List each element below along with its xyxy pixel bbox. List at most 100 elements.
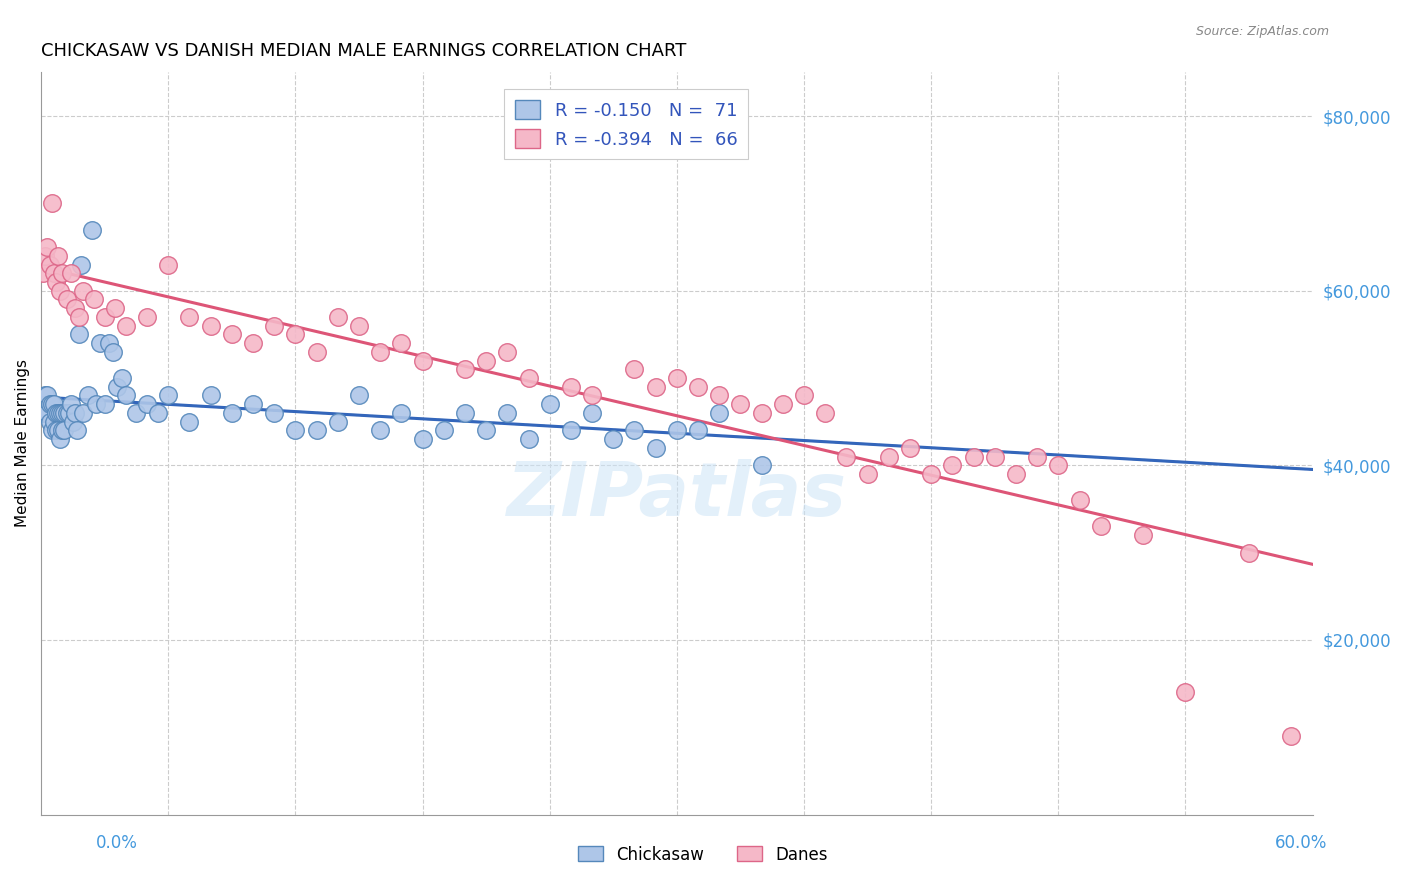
Point: [709, 406, 731, 420]
Point: [581, 406, 603, 420]
Point: [46, 424, 69, 438]
Point: [475, 424, 498, 438]
Point: [1281, 729, 1303, 743]
Point: [55, 293, 77, 307]
Point: [72, 284, 94, 298]
Point: [46, 406, 69, 420]
Point: [111, 371, 134, 385]
Point: [1237, 546, 1260, 560]
Point: [157, 258, 180, 272]
Point: [686, 424, 709, 438]
Point: [45, 406, 67, 420]
Point: [76, 388, 98, 402]
Point: [941, 458, 963, 473]
Point: [263, 318, 285, 333]
Point: [38, 258, 60, 272]
Point: [49, 406, 72, 420]
Point: [49, 284, 72, 298]
Point: [793, 388, 815, 402]
Point: [66, 424, 89, 438]
Point: [67, 310, 90, 324]
Text: 60.0%: 60.0%: [1275, 834, 1327, 852]
Point: [242, 397, 264, 411]
Point: [38, 415, 60, 429]
Point: [1005, 467, 1028, 481]
Point: [496, 406, 519, 420]
Point: [475, 353, 498, 368]
Point: [305, 424, 328, 438]
Point: [42, 266, 65, 280]
Point: [107, 380, 129, 394]
Point: [115, 318, 138, 333]
Point: [644, 441, 666, 455]
Point: [136, 310, 159, 324]
Point: [146, 406, 169, 420]
Point: [326, 310, 349, 324]
Point: [83, 293, 105, 307]
Point: [37, 388, 59, 402]
Point: [560, 380, 582, 394]
Point: [51, 424, 73, 438]
Point: [179, 415, 201, 429]
Point: [37, 406, 59, 420]
Point: [42, 397, 65, 411]
Point: [772, 397, 794, 411]
Point: [730, 397, 752, 411]
Point: [32, 266, 55, 280]
Point: [1174, 685, 1197, 699]
Point: [412, 432, 434, 446]
Point: [412, 353, 434, 368]
Point: [1132, 528, 1154, 542]
Point: [538, 397, 561, 411]
Point: [70, 258, 93, 272]
Point: [665, 424, 688, 438]
Legend: R = -0.150   N =  71, R = -0.394   N =  66: R = -0.150 N = 71, R = -0.394 N = 66: [503, 89, 748, 160]
Point: [32, 406, 55, 420]
Point: [45, 275, 67, 289]
Point: [454, 406, 477, 420]
Point: [263, 406, 285, 420]
Point: [59, 266, 82, 280]
Text: ZIPatlas: ZIPatlas: [508, 459, 846, 532]
Point: [1047, 458, 1070, 473]
Point: [602, 432, 624, 446]
Text: 0.0%: 0.0%: [96, 834, 138, 852]
Point: [51, 266, 73, 280]
Point: [709, 388, 731, 402]
Point: [920, 467, 942, 481]
Point: [454, 362, 477, 376]
Point: [751, 406, 773, 420]
Point: [305, 344, 328, 359]
Point: [97, 336, 120, 351]
Point: [623, 424, 645, 438]
Point: [49, 432, 72, 446]
Y-axis label: Median Male Earnings: Median Male Earnings: [15, 359, 30, 527]
Point: [101, 344, 124, 359]
Point: [560, 424, 582, 438]
Point: [1090, 519, 1112, 533]
Point: [42, 415, 65, 429]
Point: [433, 424, 456, 438]
Point: [51, 406, 73, 420]
Point: [623, 362, 645, 376]
Point: [814, 406, 837, 420]
Point: [179, 310, 201, 324]
Point: [58, 406, 80, 420]
Point: [37, 240, 59, 254]
Point: [751, 458, 773, 473]
Point: [34, 249, 56, 263]
Point: [41, 424, 63, 438]
Point: [347, 318, 370, 333]
Point: [962, 450, 984, 464]
Point: [686, 380, 709, 394]
Legend: Chickasaw, Danes: Chickasaw, Danes: [571, 839, 835, 871]
Point: [644, 380, 666, 394]
Point: [221, 327, 243, 342]
Point: [41, 397, 63, 411]
Point: [200, 318, 222, 333]
Point: [53, 406, 76, 420]
Point: [67, 327, 90, 342]
Point: [80, 222, 103, 236]
Point: [877, 450, 900, 464]
Text: CHICKASAW VS DANISH MEDIAN MALE EARNINGS CORRELATION CHART: CHICKASAW VS DANISH MEDIAN MALE EARNINGS…: [41, 42, 686, 60]
